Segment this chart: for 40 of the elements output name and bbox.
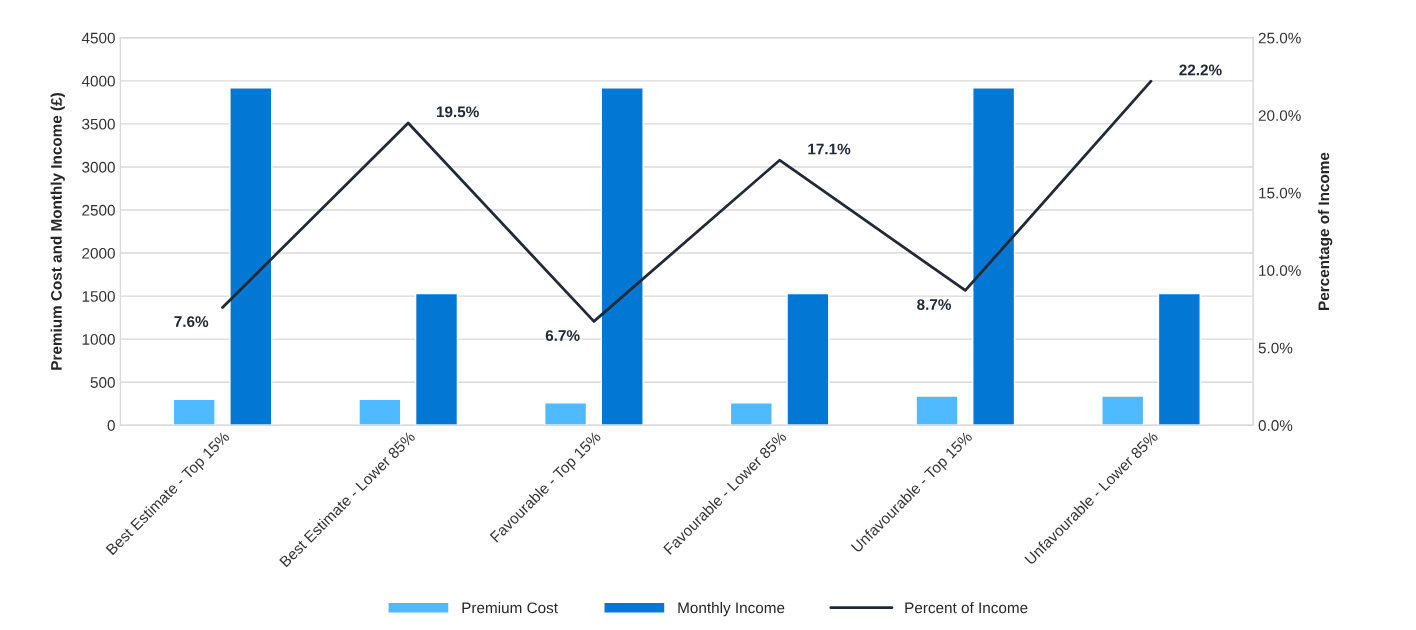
data-label: 8.7% [917,299,952,310]
bar [915,395,959,426]
legend-label: Premium Cost [462,602,558,614]
y-tick-label: 4000 [81,75,115,87]
y-tick-label: 3000 [82,161,115,173]
y-tick-label: 1500 [82,290,115,302]
bar [786,292,830,426]
y-tick-label: 2000 [82,247,115,259]
bar [600,87,644,426]
y-axis-title: Premium Cost and Monthly Income (£) [50,93,65,370]
y2-tick-label: 25.0% [1258,32,1301,44]
y-tick-label: 3500 [82,118,115,130]
y2-tick-label: 10.0% [1259,265,1301,276]
bar [972,87,1016,426]
y2-tick-label: 5.0% [1258,342,1293,354]
y-tick-label: 1000 [82,334,115,345]
y-tick-label: 2500 [82,204,115,216]
bar [172,398,216,426]
bar [1101,395,1145,426]
bar [229,87,273,426]
y2-tick-label: 15.0% [1259,187,1301,199]
data-label: 22.2% [1179,64,1222,76]
bar [544,402,588,426]
data-label: 6.7% [545,330,580,341]
legend-label: Monthly Income [678,602,785,617]
y-tick-label: 0 [107,420,115,431]
y2-tick-label: 20.0% [1258,110,1301,121]
data-label: 19.5% [436,106,479,118]
legend-label: Percent of Income [905,602,1028,614]
data-label: 7.6% [174,316,209,328]
bar [414,292,459,426]
data-label: 17.1% [808,143,851,155]
bar [729,402,773,426]
y2-tick-label: 0.0% [1258,420,1293,431]
y-tick-label: 500 [90,377,115,388]
bar [358,398,402,426]
line-series [221,79,1153,323]
y-tick-label: 4500 [81,32,115,44]
bar [1157,292,1201,426]
y2-axis-title: Percentage of Income [1318,152,1333,310]
